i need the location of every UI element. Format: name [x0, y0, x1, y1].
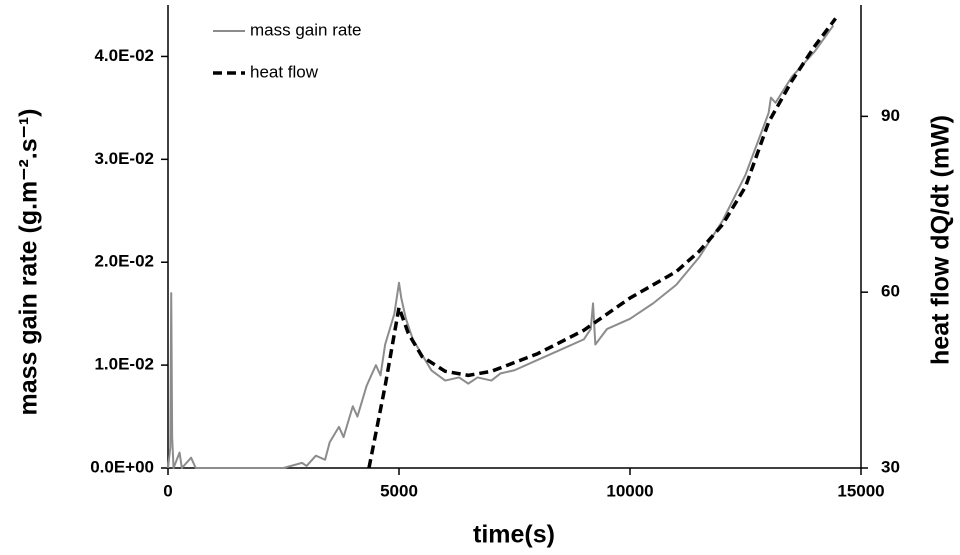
x-axis-title: time(s)	[473, 521, 555, 549]
y2-tick-label: 60	[881, 282, 900, 301]
legend-label: heat flow	[250, 62, 319, 81]
y2-tick-label: 90	[881, 106, 900, 125]
x-tick-label: 5000	[380, 481, 418, 500]
y-tick-label: 0.0E+00	[90, 457, 154, 476]
y-axis-title: mass gain rate (g.m⁻².s⁻¹)	[15, 108, 43, 415]
y-tick-label: 1.0E-02	[94, 355, 154, 374]
y2-axis-title: heat flow dQ/dt (mW)	[927, 115, 955, 365]
series-line	[167, 24, 835, 469]
series-line	[367, 17, 837, 469]
y-tick-label: 3.0E-02	[94, 149, 154, 168]
legend-label: mass gain rate	[250, 20, 362, 39]
y-tick-label: 2.0E-02	[94, 252, 154, 271]
x-tick-label: 10000	[606, 481, 653, 500]
x-tick-label: 15000	[837, 481, 884, 500]
x-tick-label: 0	[163, 481, 172, 500]
y2-tick-label: 30	[881, 457, 900, 476]
y-tick-label: 4.0E-02	[94, 46, 154, 65]
